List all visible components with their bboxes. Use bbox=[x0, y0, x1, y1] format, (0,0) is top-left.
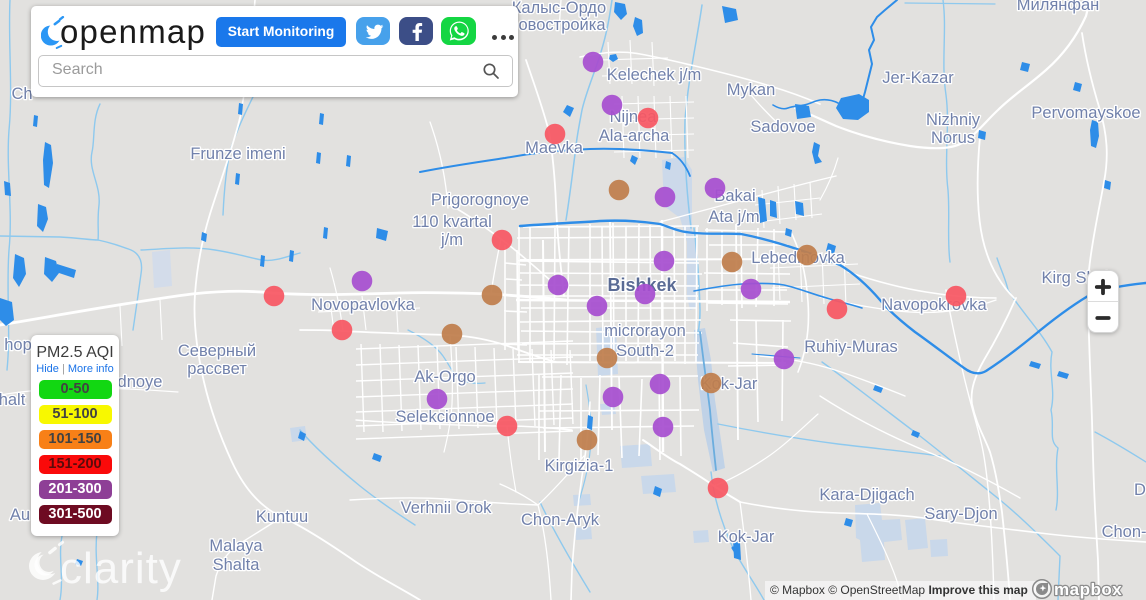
svg-text:Милянфан: Милянфан bbox=[1017, 0, 1100, 14]
svg-text:Ak-Orgo: Ak-Orgo bbox=[414, 368, 475, 386]
svg-text:mapbox: mapbox bbox=[1054, 580, 1122, 599]
svg-text:Norus: Norus bbox=[931, 129, 975, 147]
svg-text:Navopokrovka: Navopokrovka bbox=[881, 296, 987, 314]
svg-text:South-2: South-2 bbox=[616, 342, 674, 360]
svg-text:Malaya: Malaya bbox=[209, 537, 263, 555]
svg-text:halt: halt bbox=[0, 391, 26, 409]
svg-text:Pervomayskoe: Pervomayskoe bbox=[1031, 104, 1140, 122]
svg-text:Chon-Aryk: Chon-Aryk bbox=[521, 511, 600, 529]
svg-text:Selekcionnoe: Selekcionnoe bbox=[395, 408, 494, 426]
svg-text:Kara-Djigach: Kara-Djigach bbox=[819, 486, 914, 504]
svg-text:овостройка: овостройка bbox=[518, 16, 606, 34]
svg-text:Frunze imeni: Frunze imeni bbox=[190, 145, 285, 163]
svg-text:Ch: Ch bbox=[11, 85, 32, 103]
svg-text:Kirgizia-1: Kirgizia-1 bbox=[545, 457, 614, 475]
svg-text:Sary-Djon: Sary-Djon bbox=[924, 505, 997, 523]
svg-text:D: D bbox=[1134, 481, 1146, 499]
svg-text:рассвет: рассвет bbox=[187, 360, 247, 378]
svg-text:microrayon: microrayon bbox=[604, 322, 686, 340]
svg-text:Северный: Северный bbox=[178, 342, 256, 360]
svg-text:hop: hop bbox=[4, 336, 32, 354]
svg-text:Prigorognoye: Prigorognoye bbox=[431, 191, 529, 209]
svg-text:Nizhniy: Nizhniy bbox=[926, 111, 981, 129]
svg-text:Maevka: Maevka bbox=[525, 139, 584, 157]
svg-text:Au: Au bbox=[10, 506, 30, 524]
svg-text:Калыс-Ордо: Калыс-Ордо bbox=[512, 0, 606, 17]
svg-text:Mykan: Mykan bbox=[727, 81, 776, 99]
svg-text:Kuntuu: Kuntuu bbox=[256, 508, 308, 526]
svg-text:110 kvartal: 110 kvartal bbox=[412, 213, 492, 231]
svg-text:Kelechek j/m: Kelechek j/m bbox=[607, 66, 701, 84]
svg-text:j/m: j/m bbox=[440, 231, 463, 249]
svg-text:openmap: openmap bbox=[60, 16, 206, 50]
svg-text:Chon-D: Chon-D bbox=[1102, 523, 1146, 541]
svg-text:Jer-Kazar: Jer-Kazar bbox=[882, 69, 954, 87]
svg-text:Novopavlovka: Novopavlovka bbox=[311, 296, 415, 314]
svg-text:Ata j/m: Ata j/m bbox=[708, 208, 759, 226]
svg-text:Kok-Jar: Kok-Jar bbox=[718, 528, 775, 546]
svg-text:clarity: clarity bbox=[60, 544, 182, 593]
svg-text:Verhnii Orok: Verhnii Orok bbox=[401, 499, 493, 517]
svg-text:dnoye: dnoye bbox=[118, 373, 163, 391]
svg-text:Ruhiy-Muras: Ruhiy-Muras bbox=[804, 338, 898, 356]
svg-text:Sadovoe: Sadovoe bbox=[750, 118, 815, 136]
svg-text:Shalta: Shalta bbox=[213, 556, 261, 574]
svg-text:Ala-archa: Ala-archa bbox=[599, 127, 670, 145]
